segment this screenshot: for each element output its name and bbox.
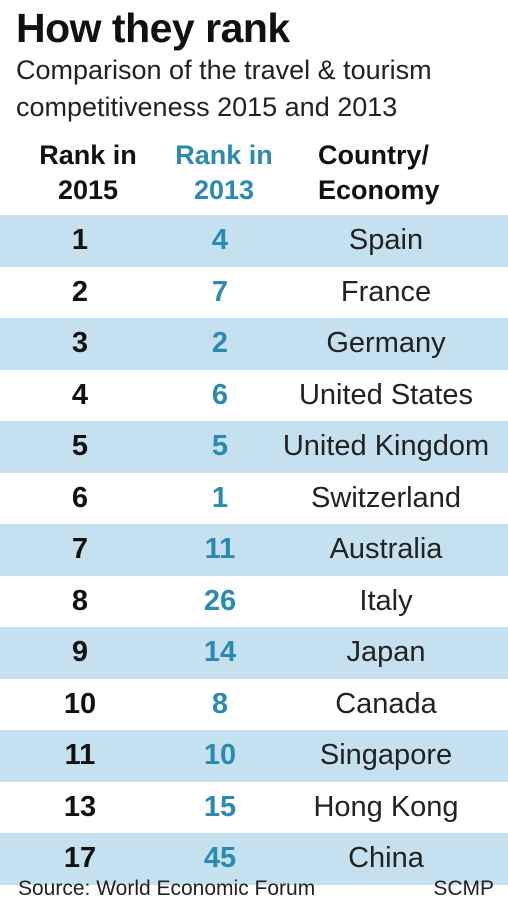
table-row: 13 15 Hong Kong (0, 782, 508, 834)
table-row: 11 10 Singapore (0, 730, 508, 782)
header-rank-2015-line1: Rank in (39, 140, 137, 170)
cell-country: Singapore (319, 739, 453, 772)
header-rank-2015-line2: 2015 (57, 175, 119, 205)
cell-rank-2013: 7 (211, 275, 229, 308)
cell-rank-2013: 1 (211, 481, 229, 514)
cell-rank-2015: 1 (71, 224, 89, 257)
header-rank-2013: Rank in 2013 (144, 138, 304, 208)
cell-country: Australia (329, 533, 443, 566)
table-row: 1 4 Spain (0, 215, 508, 267)
chart-subtitle: Comparison of the travel & tourism compe… (16, 55, 432, 122)
cell-rank-2013: 4 (211, 224, 229, 257)
cell-rank-2015: 11 (64, 739, 96, 772)
header-country-line1: Country/ (318, 140, 429, 170)
cell-rank-2015: 4 (71, 378, 89, 411)
chart-title: How they rank (16, 5, 290, 51)
cell-country: China (348, 842, 424, 875)
cell-rank-2015: 7 (71, 533, 89, 566)
cell-rank-2015: 8 (71, 584, 89, 617)
cell-rank-2015: 10 (63, 687, 97, 720)
header-country-line2: Economy (318, 175, 440, 205)
cell-rank-2015: 5 (71, 430, 89, 463)
cell-country: Italy (359, 584, 413, 617)
cell-country: Spain (348, 224, 424, 257)
cell-rank-2013: 14 (203, 636, 237, 669)
cell-country: Hong Kong (313, 790, 459, 823)
cell-rank-2015: 9 (71, 636, 89, 669)
cell-country: United Kingdom (282, 430, 490, 463)
cell-rank-2015: 6 (71, 481, 89, 514)
header-rank-2015: Rank in 2015 (8, 138, 168, 208)
cell-country: United States (298, 378, 474, 411)
cell-rank-2015: 3 (71, 327, 89, 360)
header-country: Country/ Economy (318, 138, 498, 208)
source-note: Source: World Economic Forum (18, 877, 316, 900)
cell-rank-2013: 2 (211, 327, 229, 360)
table-row: 17 45 China (0, 833, 508, 885)
cell-rank-2013: 5 (211, 430, 229, 463)
cell-rank-2015: 13 (63, 790, 97, 823)
cell-country: Japan (346, 636, 426, 669)
table-row: 10 8 Canada (0, 679, 508, 731)
cell-rank-2015: 2 (71, 275, 89, 308)
table-row: 3 2 Germany (0, 318, 508, 370)
cell-rank-2013: 10 (203, 739, 237, 772)
header-rank-2013-line1: Rank in (175, 140, 273, 170)
table-row: 4 6 United States (0, 370, 508, 422)
cell-country: Switzerland (311, 481, 461, 514)
table-row: 2 7 France (0, 267, 508, 319)
table-row: 9 14 Japan (0, 627, 508, 679)
cell-country: France (340, 275, 432, 308)
cell-rank-2013: 45 (203, 842, 237, 875)
brand-credit: SCMP (433, 877, 494, 900)
cell-rank-2013: 8 (211, 687, 229, 720)
cell-country: Germany (326, 327, 446, 360)
cell-rank-2013: 26 (203, 584, 237, 617)
cell-rank-2013: 6 (211, 378, 229, 411)
footer: Source: World Economic Forum SCMP (0, 873, 508, 907)
table-row: 8 26 Italy (0, 576, 508, 628)
cell-country: Canada (335, 687, 437, 720)
cell-rank-2015: 17 (63, 842, 97, 875)
cell-rank-2013: 15 (203, 790, 237, 823)
ranking-table: 1 4 Spain 2 7 France 3 2 Germany 4 6 United States 5… (0, 215, 508, 885)
cell-rank-2013: 11 (204, 533, 236, 566)
table-row: 6 1 Switzerland (0, 473, 508, 525)
table-row: 7 11 Australia (0, 524, 508, 576)
header-rank-2013-line2: 2013 (193, 175, 255, 205)
table-row: 5 5 United Kingdom (0, 421, 508, 473)
